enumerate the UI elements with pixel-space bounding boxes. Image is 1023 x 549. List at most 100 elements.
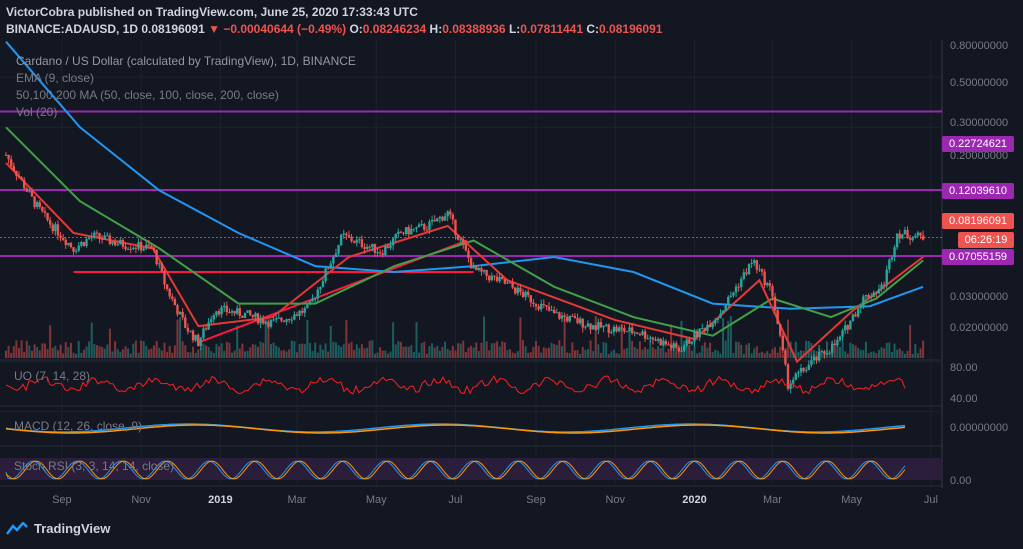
volume-bar — [108, 328, 111, 358]
candle-body — [82, 242, 86, 246]
candle-body — [386, 246, 390, 248]
candle-body — [898, 233, 901, 239]
volume-bar — [223, 350, 226, 358]
candle-body — [12, 165, 15, 171]
volume-bar — [184, 345, 187, 358]
candle-body — [145, 244, 148, 249]
volume-bar — [311, 351, 314, 358]
volume-bar — [425, 353, 428, 358]
candle-body — [446, 211, 449, 217]
candle-body — [753, 260, 756, 263]
candle-body — [747, 264, 751, 275]
volume-bar — [761, 351, 764, 358]
candle-body — [812, 356, 816, 361]
tradingview-logo[interactable]: TradingView — [6, 521, 110, 536]
volume-bar — [254, 344, 257, 358]
price-tick: 0.02000000 — [950, 322, 1009, 334]
volume-bar — [127, 348, 130, 358]
volume-bar — [877, 349, 880, 358]
candle-body — [843, 325, 847, 331]
ohlc-line: BINANCE:ADAUSD, 1D 0.08196091 ▼ −0.00040… — [6, 22, 662, 36]
candle-body — [872, 292, 875, 297]
candle-body — [350, 236, 353, 242]
volume-bar — [612, 349, 615, 358]
candle-body — [360, 239, 364, 248]
volume-bar — [649, 340, 652, 358]
volume-bar — [59, 344, 62, 358]
candle-body — [589, 323, 592, 330]
volume-bar — [859, 349, 862, 358]
volume-bar — [714, 349, 717, 358]
candle-body — [33, 196, 36, 208]
volume-bar — [540, 352, 543, 358]
candle-body — [378, 252, 382, 254]
candle-body — [654, 339, 657, 341]
time-axis-label: Mar — [288, 494, 307, 506]
volume-bar — [51, 347, 54, 358]
volume-bar — [218, 346, 221, 358]
volume-bar — [353, 349, 356, 358]
candle-body — [485, 269, 488, 276]
candle-body — [74, 250, 78, 252]
volume-bar — [581, 346, 584, 358]
candle-body — [602, 325, 605, 328]
candle-body — [737, 286, 740, 288]
volume-bar — [893, 343, 896, 358]
candle-body — [358, 239, 361, 241]
time-axis-label: Nov — [605, 494, 625, 506]
legend-stoch: Stoch RSI (3, 3, 14, 14, close) — [14, 459, 175, 473]
time-axis-label: 2020 — [682, 494, 706, 506]
volume-bar — [641, 349, 644, 358]
volume-bar — [298, 344, 301, 358]
volume-bar — [644, 346, 647, 358]
volume-bar — [836, 344, 839, 358]
volume-bar — [41, 343, 44, 358]
candle-body — [521, 291, 525, 297]
volume-bar — [231, 352, 234, 358]
candle-body — [210, 319, 213, 323]
high-label: H: — [429, 22, 443, 36]
volume-bar — [602, 342, 605, 358]
candle-body — [142, 248, 145, 251]
volume-bar — [20, 340, 23, 358]
candle-body — [160, 263, 164, 272]
candle-body — [685, 339, 688, 346]
candle-body — [147, 244, 151, 246]
candle-body — [262, 318, 265, 324]
candle-body — [820, 351, 823, 353]
candle-body — [459, 239, 462, 241]
candle-body — [641, 331, 644, 335]
candle-body — [630, 327, 634, 334]
candle-body — [576, 317, 579, 324]
volume-bar — [914, 343, 917, 358]
grid — [0, 40, 1023, 508]
time-axis-label: Sep — [52, 494, 72, 506]
volume-bar — [854, 345, 857, 358]
candle-body — [701, 328, 704, 330]
candle-body — [594, 325, 597, 330]
volume-bar — [615, 353, 618, 358]
candle-body — [38, 202, 41, 207]
volume-bar — [794, 341, 797, 358]
volume-bar — [171, 352, 174, 358]
candle-body — [220, 307, 223, 315]
candle-body — [46, 212, 49, 221]
volume-bar — [324, 343, 327, 358]
volume-bar — [415, 322, 418, 358]
candle-body — [402, 232, 405, 234]
candle-body — [171, 296, 174, 300]
volume-bar — [428, 345, 431, 358]
candle-body — [680, 351, 683, 353]
candle-body — [7, 154, 10, 160]
candle-body — [807, 364, 810, 371]
price-chart[interactable]: Sep Nov 2019 Mar May Jul Sep Nov 2020 Mar May Jul — [0, 40, 1023, 508]
volume-bar — [189, 352, 192, 358]
candle-body — [615, 326, 618, 332]
volume-bar — [431, 343, 434, 358]
volume-bar — [870, 351, 873, 358]
volume-bar — [249, 347, 252, 358]
volume-bars — [5, 315, 925, 358]
candle-body — [568, 315, 571, 322]
candle-body — [259, 318, 262, 324]
volume-bar — [168, 346, 171, 358]
